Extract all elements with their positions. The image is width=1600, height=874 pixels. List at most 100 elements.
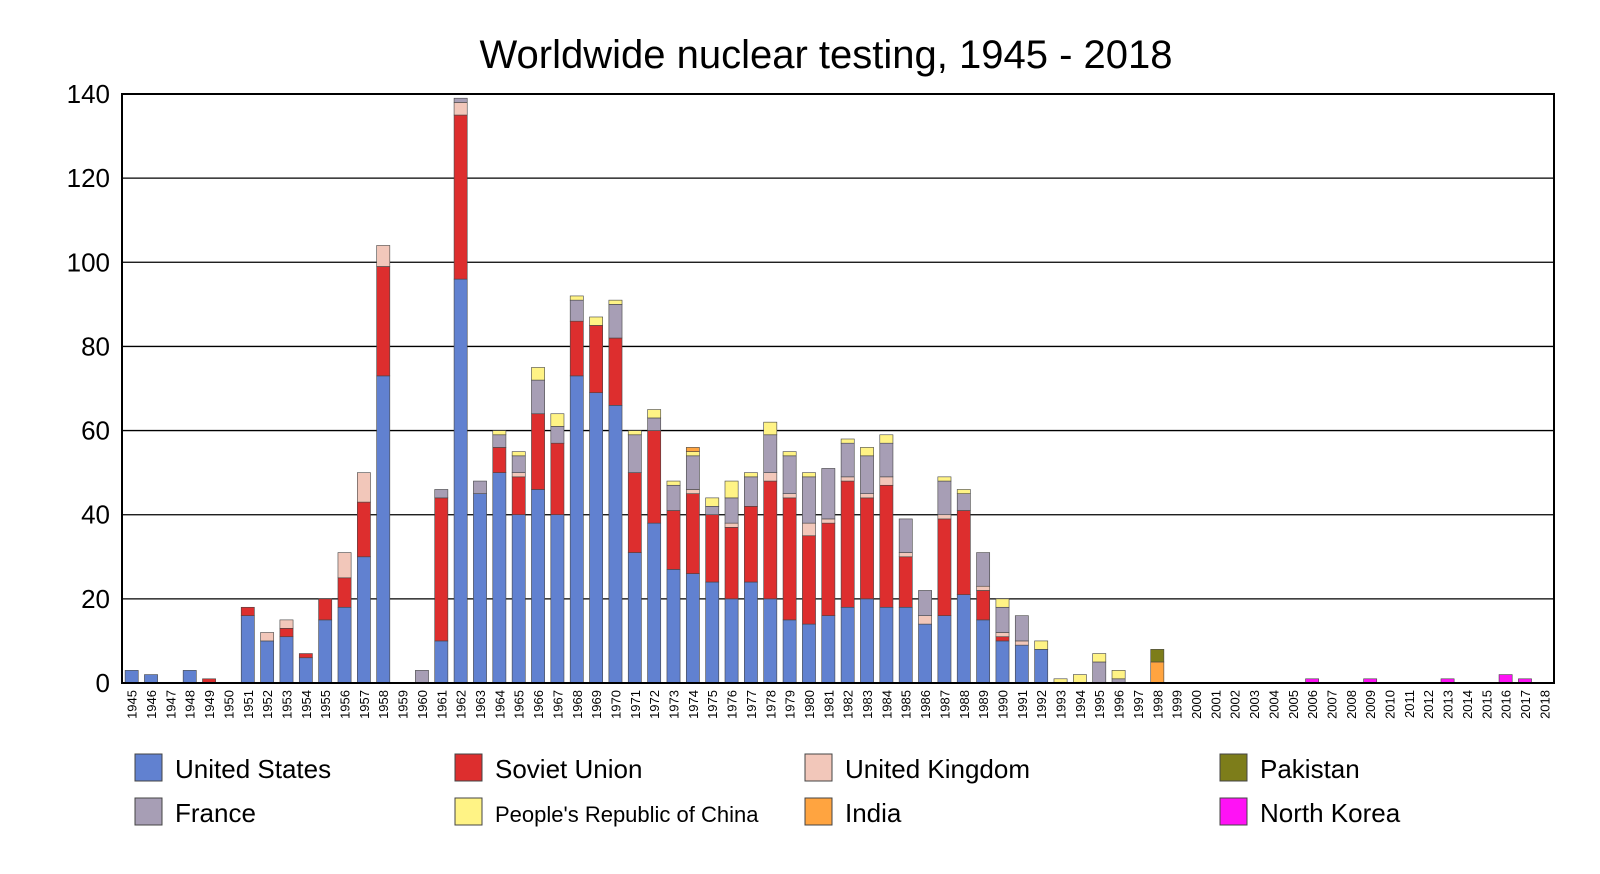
bar-segment bbox=[685, 493, 700, 574]
bar-segment bbox=[357, 501, 371, 558]
bar-segment bbox=[976, 552, 991, 587]
bar-segment bbox=[531, 367, 545, 381]
x-tick-label: 1959 bbox=[396, 690, 411, 719]
bar-segment bbox=[511, 472, 526, 478]
bar-segment bbox=[434, 489, 449, 499]
bar-segment bbox=[569, 320, 584, 377]
x-tick-label: 1947 bbox=[163, 690, 178, 719]
x-tick-label: 2003 bbox=[1247, 690, 1262, 719]
bar-segment bbox=[550, 442, 565, 516]
bar-segment bbox=[647, 409, 662, 419]
bar-segment bbox=[298, 653, 313, 659]
bar-segment bbox=[724, 522, 739, 528]
y-tick-label: 120 bbox=[67, 163, 110, 193]
legend: United States Soviet Union United Kingdom P… bbox=[134, 753, 1401, 828]
bar-segment bbox=[685, 455, 700, 490]
bar-segment bbox=[453, 97, 468, 103]
bar-segment bbox=[492, 434, 507, 448]
bar-segment bbox=[1034, 640, 1049, 650]
x-tick-label: 1974 bbox=[686, 690, 701, 719]
x-tick-label: 1987 bbox=[937, 690, 952, 719]
bar-segment bbox=[608, 299, 623, 305]
bar-segment bbox=[995, 598, 1010, 608]
bar-segment bbox=[995, 632, 1010, 638]
x-tick-label: 1995 bbox=[1092, 690, 1107, 719]
legend-label: North Korea bbox=[1260, 798, 1401, 828]
x-tick-label: 2009 bbox=[1363, 690, 1378, 719]
legend-swatch bbox=[134, 753, 163, 782]
bar-segment bbox=[1073, 674, 1087, 684]
x-tick-label: 1969 bbox=[589, 690, 604, 719]
legend-swatch bbox=[454, 797, 483, 826]
bar-segment bbox=[821, 522, 836, 616]
bar-segment bbox=[918, 590, 932, 616]
bar-segment bbox=[976, 619, 991, 684]
bar-segment bbox=[453, 102, 468, 116]
bar-segment bbox=[937, 480, 952, 516]
bar-segment bbox=[705, 581, 720, 684]
x-tick-label: 1953 bbox=[279, 690, 294, 719]
x-tick-label: 1980 bbox=[802, 690, 817, 719]
x-tick-label: 2001 bbox=[1208, 690, 1223, 719]
bar-segment bbox=[434, 640, 449, 684]
bar-segment bbox=[879, 442, 894, 478]
x-tick-label: 2006 bbox=[1305, 690, 1320, 719]
bar-segment bbox=[782, 451, 797, 457]
bar-segment bbox=[995, 640, 1010, 684]
bar-segment bbox=[627, 430, 642, 436]
x-tick-label: 1990 bbox=[995, 690, 1010, 719]
bar-segment bbox=[608, 304, 623, 339]
bar-segment bbox=[279, 619, 294, 629]
bar-segment bbox=[763, 480, 778, 600]
bar-segment bbox=[1014, 615, 1029, 642]
x-tick-label: 1996 bbox=[1112, 690, 1127, 719]
bar-segment bbox=[879, 606, 894, 684]
bar-segment bbox=[627, 472, 642, 553]
bar-segment bbox=[724, 497, 739, 524]
bar-segment bbox=[744, 581, 758, 684]
bar-segment bbox=[627, 434, 642, 473]
bar-segment bbox=[1014, 644, 1029, 684]
bar-segment bbox=[240, 606, 255, 616]
bar-segment bbox=[724, 598, 739, 684]
x-tick-label: 1989 bbox=[976, 690, 991, 719]
x-tick-label: 1956 bbox=[338, 690, 353, 719]
x-tick-label: 1965 bbox=[512, 690, 527, 719]
bar-segment bbox=[608, 405, 623, 684]
bar-segment bbox=[782, 497, 797, 621]
bar-segment bbox=[724, 527, 739, 600]
bar-segment bbox=[1014, 640, 1029, 646]
x-tick-label: 1952 bbox=[260, 690, 275, 719]
x-tick-label: 1955 bbox=[318, 690, 333, 719]
bar-segment bbox=[937, 476, 952, 482]
bar-segment bbox=[492, 430, 507, 436]
bar-segment bbox=[318, 598, 333, 621]
x-tick-label: 1949 bbox=[202, 690, 217, 719]
x-tick-label: 1994 bbox=[1073, 690, 1088, 719]
legend-swatch bbox=[804, 753, 833, 782]
bar-segment bbox=[685, 489, 700, 494]
bar-segment bbox=[956, 594, 971, 684]
bar-segment bbox=[279, 636, 294, 684]
bar-segment bbox=[918, 623, 932, 684]
bar-segment bbox=[898, 606, 913, 684]
x-tick-label: 1961 bbox=[434, 690, 449, 719]
bar-segment bbox=[1092, 653, 1107, 663]
x-tick-label: 2015 bbox=[1479, 690, 1494, 719]
x-tick-label: 2004 bbox=[1266, 690, 1281, 719]
bar-segment bbox=[569, 295, 584, 301]
x-tick-label: 2012 bbox=[1421, 690, 1436, 719]
x-tick-label: 2000 bbox=[1189, 690, 1204, 719]
bar-segment bbox=[840, 480, 855, 608]
bar-segment bbox=[821, 615, 836, 684]
bar-segment bbox=[976, 590, 991, 621]
bar-segment bbox=[956, 493, 971, 511]
x-tick-label: 1978 bbox=[763, 690, 778, 719]
bar-segment bbox=[376, 375, 391, 684]
bar-segment bbox=[492, 472, 507, 684]
x-tick-label: 2018 bbox=[1537, 690, 1552, 719]
x-tick-label: 1983 bbox=[860, 690, 875, 719]
x-tick-label: 2008 bbox=[1344, 690, 1359, 719]
x-tick-label: 1968 bbox=[570, 690, 585, 719]
bar-segment bbox=[453, 278, 468, 684]
